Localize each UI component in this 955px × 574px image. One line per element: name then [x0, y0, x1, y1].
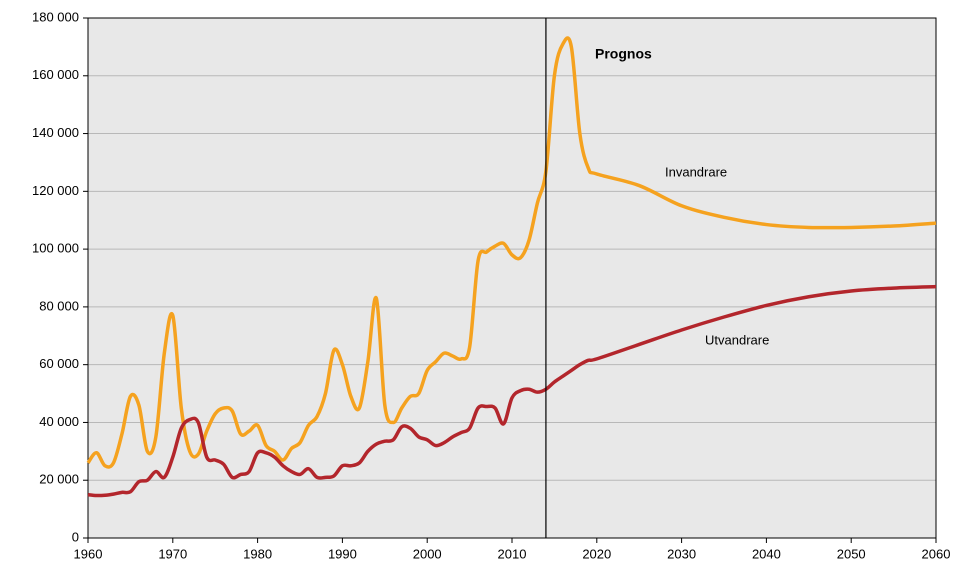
y-tick-label: 80 000: [39, 298, 79, 313]
annotation: Prognos: [595, 46, 652, 62]
y-tick-label: 40 000: [39, 414, 79, 429]
plot-area: [88, 18, 936, 538]
data-line: [87, 284, 937, 498]
x-tick-label: 2040: [752, 546, 781, 561]
y-tick-label: 140 000: [32, 125, 79, 140]
x-tick-label: 2030: [667, 546, 696, 561]
x-tick-label: 2000: [413, 546, 442, 561]
x-tick-label: 1970: [158, 546, 187, 561]
y-tick-label: 100 000: [32, 241, 79, 256]
y-tick-label: 120 000: [32, 183, 79, 198]
annotation: Utvandrare: [705, 332, 769, 347]
x-tick-label: 2020: [582, 546, 611, 561]
y-tick-label: 0: [72, 529, 79, 544]
plot-border: [87, 17, 937, 539]
annotation: Invandrare: [665, 164, 727, 179]
y-tick-label: 20 000: [39, 472, 79, 487]
x-tick-label: 1990: [328, 546, 357, 561]
y-tick-label: 180 000: [32, 9, 79, 24]
y-tick-label: 160 000: [32, 67, 79, 82]
data-line: [86, 36, 937, 469]
x-tick-label: 2010: [498, 546, 527, 561]
x-tick-label: 2060: [922, 546, 951, 561]
x-tick-label: 2050: [837, 546, 866, 561]
x-tick-label: 1980: [243, 546, 272, 561]
x-tick-label: 1960: [74, 546, 103, 561]
y-tick-label: 60 000: [39, 356, 79, 371]
